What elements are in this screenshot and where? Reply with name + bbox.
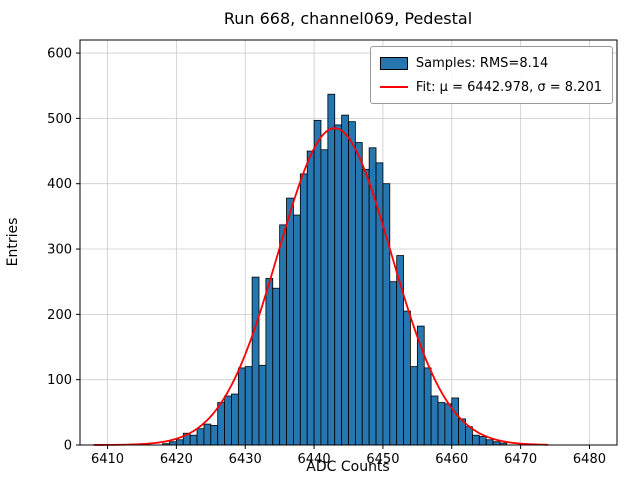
- histogram-bar: [327, 93, 336, 446]
- legend-entry-fit: Fit: μ = 6442.978, σ = 8.201: [379, 78, 602, 96]
- y-tick-label: 300: [47, 243, 72, 258]
- histogram-bar: [320, 149, 329, 446]
- y-tick-label: 0: [64, 439, 72, 454]
- histogram-swatch-icon: [379, 56, 408, 70]
- histogram-bar: [217, 402, 225, 446]
- histogram-bar: [465, 426, 473, 446]
- histogram-bar: [334, 124, 343, 446]
- histogram-bar: [451, 397, 460, 446]
- histogram-bar: [430, 395, 439, 446]
- histogram-bar: [279, 224, 287, 446]
- histogram-bar: [175, 439, 184, 446]
- histogram-bar: [478, 436, 487, 446]
- x-tick-label: 6440: [298, 452, 331, 467]
- histogram-bar: [485, 439, 494, 446]
- x-tick-label: 6480: [573, 452, 606, 467]
- fit-line-swatch-icon: [379, 86, 408, 88]
- legend-entry-samples: Samples: RMS=8.14: [379, 54, 602, 72]
- histogram-bar: [237, 367, 246, 446]
- y-tick-label: 400: [47, 177, 72, 192]
- histogram-bar: [472, 434, 480, 446]
- histogram-bar: [313, 119, 322, 446]
- axes-box: [79, 39, 618, 446]
- legend: Samples: RMS=8.14 Fit: μ = 6442.978, σ =…: [369, 46, 613, 104]
- histogram-bar: [244, 366, 253, 446]
- histogram-bar: [258, 364, 267, 446]
- fit-curve: [93, 127, 549, 446]
- y-axis-label: Entries: [5, 218, 21, 267]
- histogram-bar: [348, 121, 356, 446]
- histogram-bar: [306, 150, 315, 446]
- histogram-bar: [231, 393, 239, 446]
- histogram-bar: [272, 287, 281, 446]
- histogram-bar: [196, 428, 205, 446]
- x-tick-label: 6430: [229, 452, 262, 467]
- histogram-bar: [389, 281, 398, 446]
- legend-label-fit: Fit: μ = 6442.978, σ = 8.201: [415, 79, 602, 95]
- histogram-bar: [189, 434, 198, 446]
- histogram-bar: [437, 402, 446, 446]
- y-tick-label: 100: [47, 373, 72, 388]
- histogram-bar: [423, 367, 432, 446]
- x-tick-label: 6420: [160, 452, 193, 467]
- y-tick-label: 500: [47, 112, 72, 127]
- x-axis-label: ADC Counts: [306, 459, 389, 475]
- histogram-bar: [382, 183, 391, 446]
- histogram-bar: [403, 310, 411, 446]
- x-tick-label: 6460: [435, 452, 468, 467]
- histogram-bar: [341, 114, 349, 446]
- histogram-bar: [203, 423, 212, 446]
- histogram-bar: [265, 278, 274, 446]
- histogram-bar: [410, 366, 418, 446]
- x-tick-label: 6450: [366, 452, 399, 467]
- x-tick-label: 6470: [504, 452, 537, 467]
- y-tick-label: 200: [47, 308, 72, 323]
- y-tick-label: 600: [47, 47, 72, 62]
- histogram-bar: [293, 214, 301, 446]
- histogram-bar: [299, 173, 308, 446]
- histogram-bar: [444, 403, 453, 446]
- histogram-bar: [286, 197, 294, 446]
- histogram-bar: [251, 276, 260, 446]
- legend-label-samples: Samples: RMS=8.14: [415, 55, 549, 71]
- histogram-bar: [210, 424, 219, 446]
- chart-title: Run 668, channel069, Pedestal: [224, 9, 472, 28]
- histogram-bar: [354, 142, 363, 446]
- x-tick-label: 6410: [91, 452, 124, 467]
- histogram-bar: [224, 395, 232, 446]
- histogram-bar: [361, 168, 370, 446]
